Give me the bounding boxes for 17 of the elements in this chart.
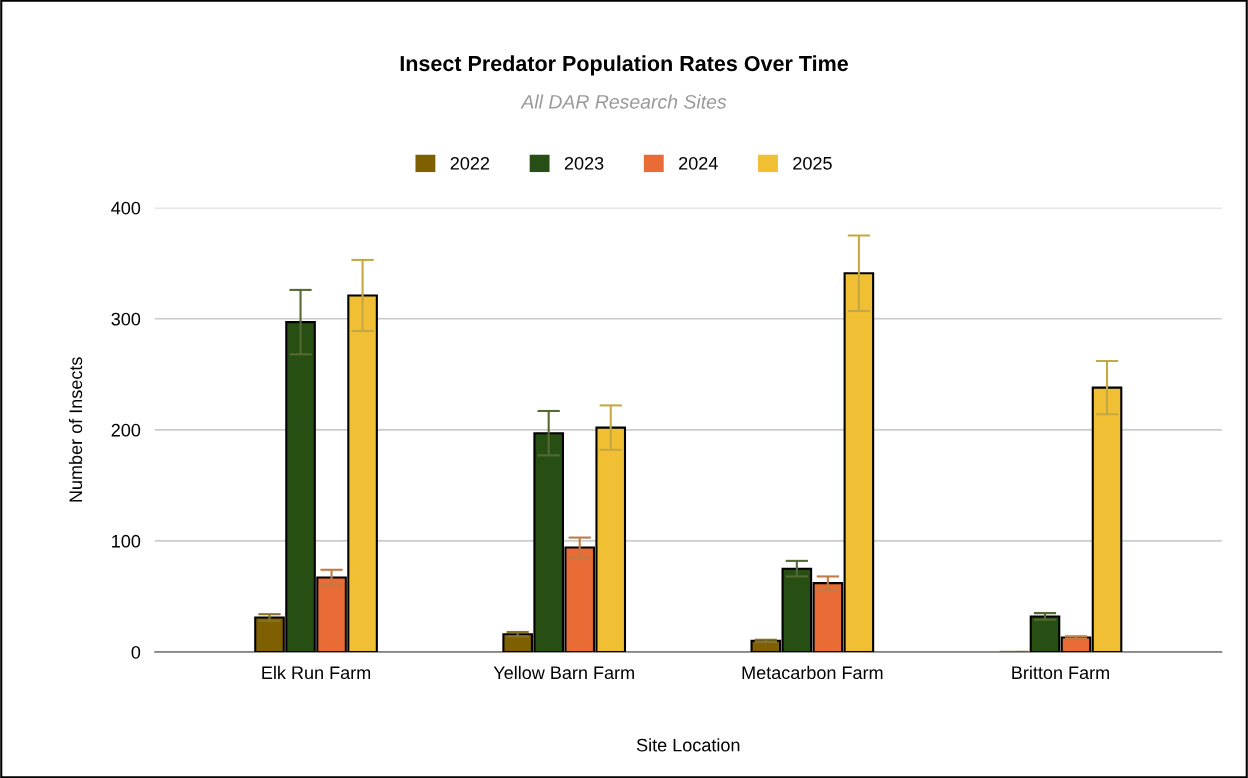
y-tick-label: 0	[131, 645, 141, 659]
legend-label: 2023	[564, 156, 604, 170]
x-tick-label: Yellow Barn Farm	[493, 665, 634, 680]
chart-subtitle: All DAR Research Sites	[520, 94, 727, 109]
y-axis-title: Number of Insects	[68, 357, 83, 502]
y-tick-label: 200	[111, 423, 141, 437]
y-tick-label: 400	[111, 201, 141, 215]
x-tick-label: Metacarbon Farm	[742, 665, 883, 680]
legend-label: 2024	[679, 156, 718, 170]
chart-title: Insect Predator Population Rates Over Time	[400, 55, 848, 76]
legend-label: 2025	[793, 156, 832, 170]
x-axis-title: Site Location	[636, 738, 740, 752]
x-tick-label: Britton Farm	[1012, 665, 1109, 680]
x-tick-label: Elk Run Farm	[262, 665, 371, 680]
legend-label: 2022	[450, 156, 490, 170]
y-tick-label: 300	[111, 312, 141, 326]
y-tick-label: 100	[112, 534, 141, 548]
